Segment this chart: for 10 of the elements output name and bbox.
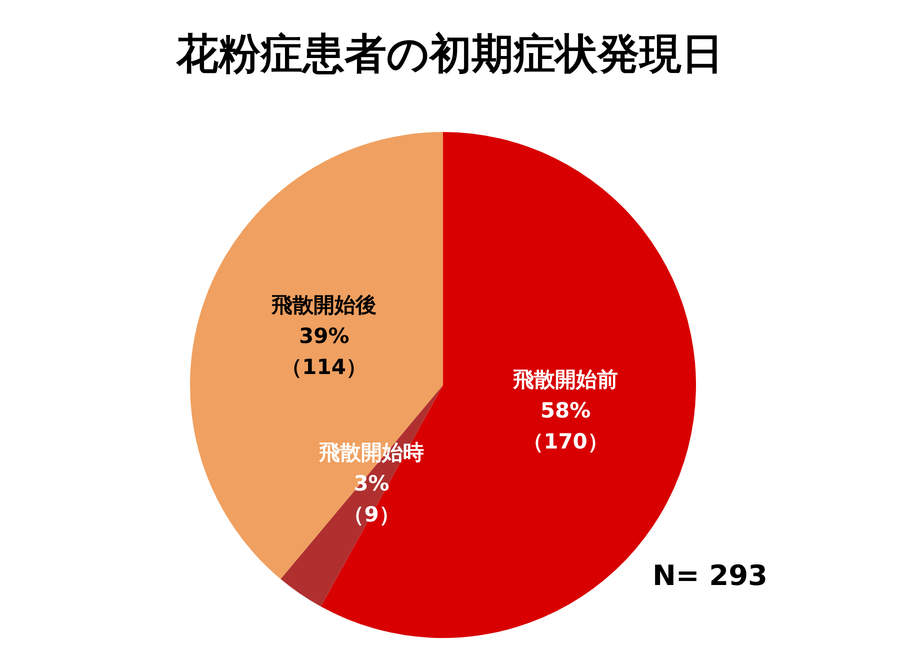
pie-slice	[280, 385, 443, 607]
slice-label: 飛散開始後	[270, 292, 377, 317]
slice-label: 飛散開始時	[318, 440, 424, 464]
text: N= 293	[652, 559, 768, 592]
data-label: 3% （9）	[343, 471, 400, 526]
chart-title: 花粉症患者の初期症状発現日	[176, 29, 724, 78]
slice-label: 飛散開始前	[512, 368, 618, 392]
data-label: 39% （114）	[281, 324, 368, 379]
data-label: 58% （170）	[522, 398, 608, 454]
pie-slice	[190, 132, 443, 580]
